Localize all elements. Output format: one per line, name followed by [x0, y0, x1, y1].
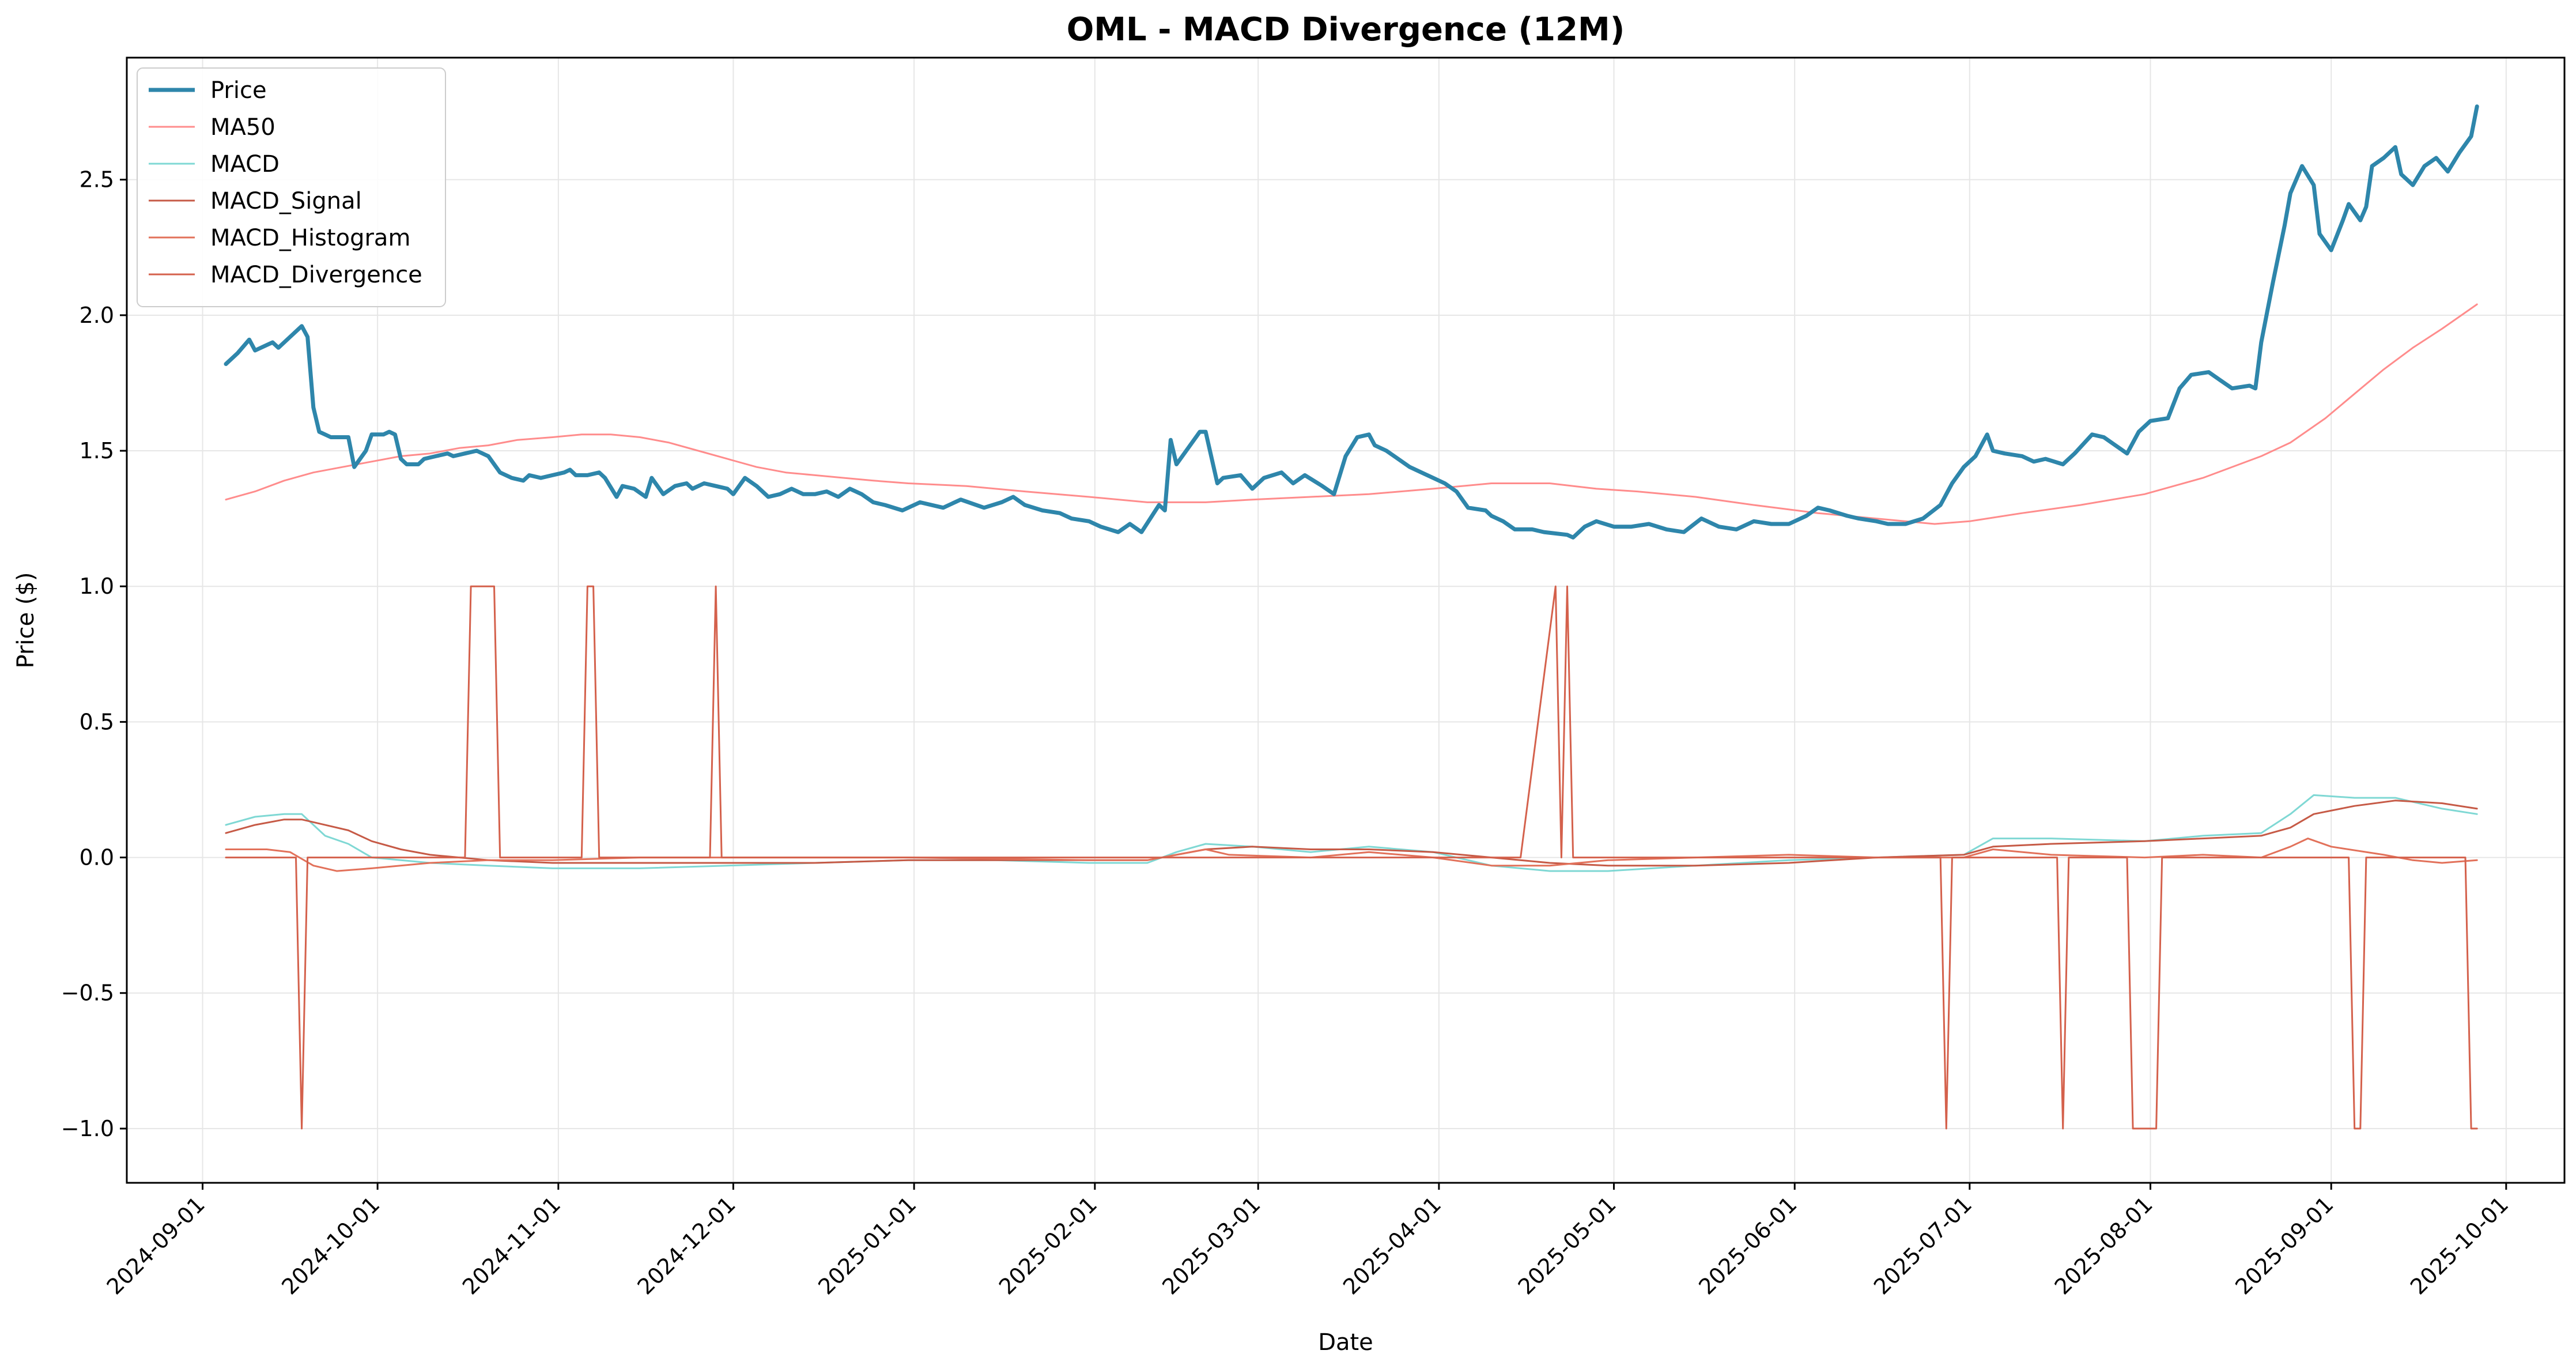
- plot-area-frame: [126, 56, 2566, 1184]
- chart-title: OML - MACD Divergence (12M): [1067, 11, 1625, 48]
- y-tick-label: 1.5: [80, 438, 114, 463]
- legend-label-macd-histogram: MACD_Histogram: [210, 225, 410, 251]
- y-tick-label: 2.5: [80, 167, 114, 193]
- legend-label-macd: MACD: [210, 151, 279, 178]
- legend-label-ma50: MA50: [210, 114, 275, 141]
- x-axis-label: Date: [1318, 1329, 1373, 1356]
- series-line-ma50: [225, 303, 2478, 525]
- y-tick-label: −1.0: [61, 1116, 114, 1141]
- y-tick-label: −0.5: [61, 980, 114, 1006]
- y-tick-label: 0.0: [80, 845, 114, 870]
- y-tick-label: 0.5: [80, 709, 114, 734]
- y-axis-label: Price ($): [13, 572, 39, 669]
- series-line-macd-divergence: [225, 585, 2478, 1130]
- series-line-macd-histogram: [225, 838, 2478, 872]
- series-line-macd-signal: [225, 799, 2478, 867]
- y-tick-label: 1.0: [80, 574, 114, 599]
- legend-label-macd-divergence: MACD_Divergence: [210, 262, 422, 288]
- series-line-macd: [225, 794, 2478, 872]
- y-tick-label: 2.0: [80, 303, 114, 328]
- series-line-price: [224, 104, 2479, 540]
- legend-label-price: Price: [210, 77, 267, 104]
- legend-box: [137, 67, 446, 307]
- legend-label-macd-signal: MACD_Signal: [210, 188, 362, 214]
- legend: Price MA50 MACD MACD_Signal MACD_Histogram MA…: [137, 67, 446, 307]
- series-lines: [224, 104, 2479, 1130]
